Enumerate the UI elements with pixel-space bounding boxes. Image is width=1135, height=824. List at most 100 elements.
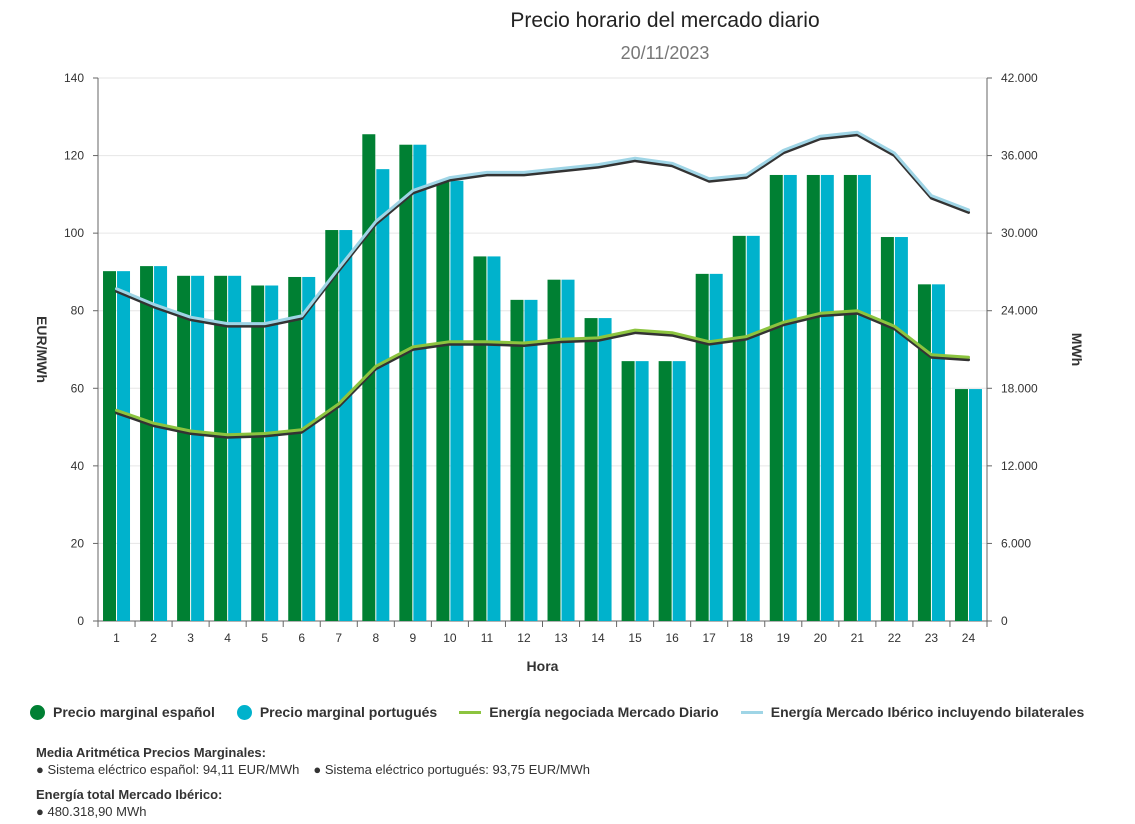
line-shadow-energia-iberico bbox=[115, 133, 970, 328]
y-right-tick-label: 12.000 bbox=[1001, 459, 1038, 473]
bar-precio-portugues bbox=[894, 237, 908, 621]
bar-precio-portugues bbox=[635, 361, 649, 621]
x-tick-label: 21 bbox=[851, 631, 865, 645]
y-left-tick-label: 120 bbox=[64, 149, 84, 163]
bar-precio-espanol bbox=[103, 271, 117, 621]
bar-precio-portugues bbox=[154, 266, 168, 621]
bar-precio-espanol bbox=[806, 174, 820, 621]
x-tick-label: 3 bbox=[187, 631, 194, 645]
legend-marker-energia-iberico bbox=[740, 710, 763, 714]
y-axis-right-title: MWh bbox=[1069, 333, 1085, 366]
bar-precio-espanol bbox=[325, 230, 339, 622]
bar-precio-espanol bbox=[547, 279, 561, 621]
x-axis-title: Hora bbox=[527, 658, 559, 674]
bar-precio-portugues bbox=[931, 284, 945, 621]
y-axis-left-title: EUR/MWh bbox=[34, 316, 50, 383]
y-right-tick-label: 24.000 bbox=[1001, 304, 1038, 318]
legend-label-precio-espanol: Precio marginal español bbox=[53, 704, 215, 720]
bar-precio-espanol bbox=[769, 174, 783, 621]
y-left-tick-label: 140 bbox=[64, 71, 84, 85]
legend-label-energia-iberico: Energía Mercado Ibérico incluyendo bilat… bbox=[770, 704, 1085, 720]
bar-precio-espanol bbox=[473, 256, 487, 621]
y-right-tick-label: 6.000 bbox=[1001, 536, 1031, 550]
x-tick-label: 24 bbox=[962, 631, 976, 645]
y-right-tick-label: 18.000 bbox=[1001, 381, 1038, 395]
bar-precio-portugues bbox=[487, 256, 501, 621]
y-right-tick-label: 30.000 bbox=[1001, 226, 1038, 240]
chart-title: Precio horario del mercado diario bbox=[510, 9, 819, 32]
bar-precio-portugues bbox=[968, 389, 982, 621]
bar-precio-espanol bbox=[621, 361, 635, 621]
bar-precio-portugues bbox=[450, 180, 464, 621]
x-tick-label: 18 bbox=[740, 631, 754, 645]
bar-precio-portugues bbox=[376, 169, 390, 621]
bar-precio-portugues bbox=[265, 285, 279, 621]
bar-precio-espanol bbox=[214, 275, 228, 621]
bar-precio-espanol bbox=[177, 275, 191, 621]
line-energia-mercado-diario bbox=[115, 309, 970, 437]
legend-label-energia-mercado-diario: Energía negociada Mercado Diario bbox=[489, 704, 719, 720]
stats-portugal-average: ● Sistema eléctrico portugués: 93,75 EUR… bbox=[313, 762, 591, 777]
x-tick-label: 2 bbox=[150, 631, 157, 645]
bar-precio-espanol bbox=[436, 180, 450, 621]
bar-precio-espanol bbox=[510, 299, 524, 621]
legend-marker-precio-portugues bbox=[236, 704, 252, 720]
bar-precio-espanol bbox=[880, 237, 894, 621]
bar-precio-portugues bbox=[228, 275, 242, 621]
x-tick-label: 4 bbox=[224, 631, 231, 645]
stats-energy-total: ● 480.318,90 MWh bbox=[36, 804, 147, 819]
x-tick-label: 22 bbox=[888, 631, 902, 645]
chart: Precio horario del mercado diario 20/11/2… bbox=[34, 9, 1085, 674]
x-tick-label: 23 bbox=[925, 631, 939, 645]
bar-precio-espanol bbox=[288, 276, 302, 621]
statistics-panel: Media Aritmética Precios Marginales: ● S… bbox=[36, 744, 604, 820]
stats-spain-average: ● Sistema eléctrico español: 94,11 EUR/M… bbox=[36, 762, 300, 777]
y-left-tick-label: 100 bbox=[64, 226, 84, 240]
chart-subtitle: 20/11/2023 bbox=[621, 43, 710, 63]
bar-precio-portugues bbox=[191, 275, 205, 621]
legend-item-precio-portugues[interactable]: Precio marginal portugués bbox=[236, 704, 437, 720]
x-tick-label: 13 bbox=[554, 631, 568, 645]
bar-precio-portugues bbox=[672, 361, 686, 621]
bar-precio-portugues bbox=[709, 273, 723, 621]
x-tick-label: 15 bbox=[628, 631, 642, 645]
bar-precio-portugues bbox=[524, 299, 538, 621]
x-tick-label: 17 bbox=[703, 631, 717, 645]
legend-marker-precio-espanol bbox=[30, 704, 45, 720]
x-tick-label: 8 bbox=[372, 631, 379, 645]
y-right-tick-label: 36.000 bbox=[1001, 149, 1038, 163]
x-tick-label: 1 bbox=[113, 631, 120, 645]
x-tick-label: 20 bbox=[814, 631, 828, 645]
y-left-tick-label: 40 bbox=[71, 459, 85, 473]
bar-precio-portugues bbox=[339, 230, 353, 622]
legend-item-energia-mercado-diario[interactable]: Energía negociada Mercado Diario bbox=[459, 704, 719, 720]
bar-precio-espanol bbox=[399, 144, 413, 621]
legend-marker-energia-mercado-diario bbox=[459, 710, 482, 714]
bar-precio-portugues bbox=[783, 174, 797, 621]
stats-heading-energy: Energía total Mercado Ibérico: bbox=[36, 787, 223, 802]
y-right-tick-label: 0 bbox=[1001, 614, 1008, 628]
x-tick-label: 10 bbox=[443, 631, 457, 645]
x-tick-label: 5 bbox=[261, 631, 268, 645]
bar-precio-portugues bbox=[413, 144, 427, 621]
legend-item-precio-espanol[interactable]: Precio marginal español bbox=[30, 704, 215, 720]
x-tick-label: 19 bbox=[777, 631, 791, 645]
bar-precio-espanol bbox=[843, 174, 857, 621]
y-right-tick-label: 42.000 bbox=[1001, 71, 1038, 85]
x-tick-label: 11 bbox=[481, 631, 494, 645]
y-left-tick-label: 80 bbox=[71, 304, 85, 318]
legend-item-energia-iberico[interactable]: Energía Mercado Ibérico incluyendo bilat… bbox=[740, 704, 1085, 720]
y-left-tick-label: 0 bbox=[77, 614, 84, 628]
bar-precio-espanol bbox=[658, 361, 672, 621]
bar-precio-espanol bbox=[584, 318, 598, 621]
x-tick-label: 9 bbox=[410, 631, 417, 645]
bar-precio-espanol bbox=[917, 284, 931, 621]
x-tick-label: 14 bbox=[591, 631, 605, 645]
bar-precio-portugues bbox=[561, 279, 575, 621]
bar-precio-espanol bbox=[732, 235, 746, 622]
x-tick-label: 16 bbox=[665, 631, 679, 645]
bar-precio-portugues bbox=[598, 318, 612, 621]
bar-precio-espanol bbox=[695, 273, 709, 621]
bar-precio-portugues bbox=[820, 174, 834, 621]
y-left-tick-label: 60 bbox=[71, 381, 85, 395]
